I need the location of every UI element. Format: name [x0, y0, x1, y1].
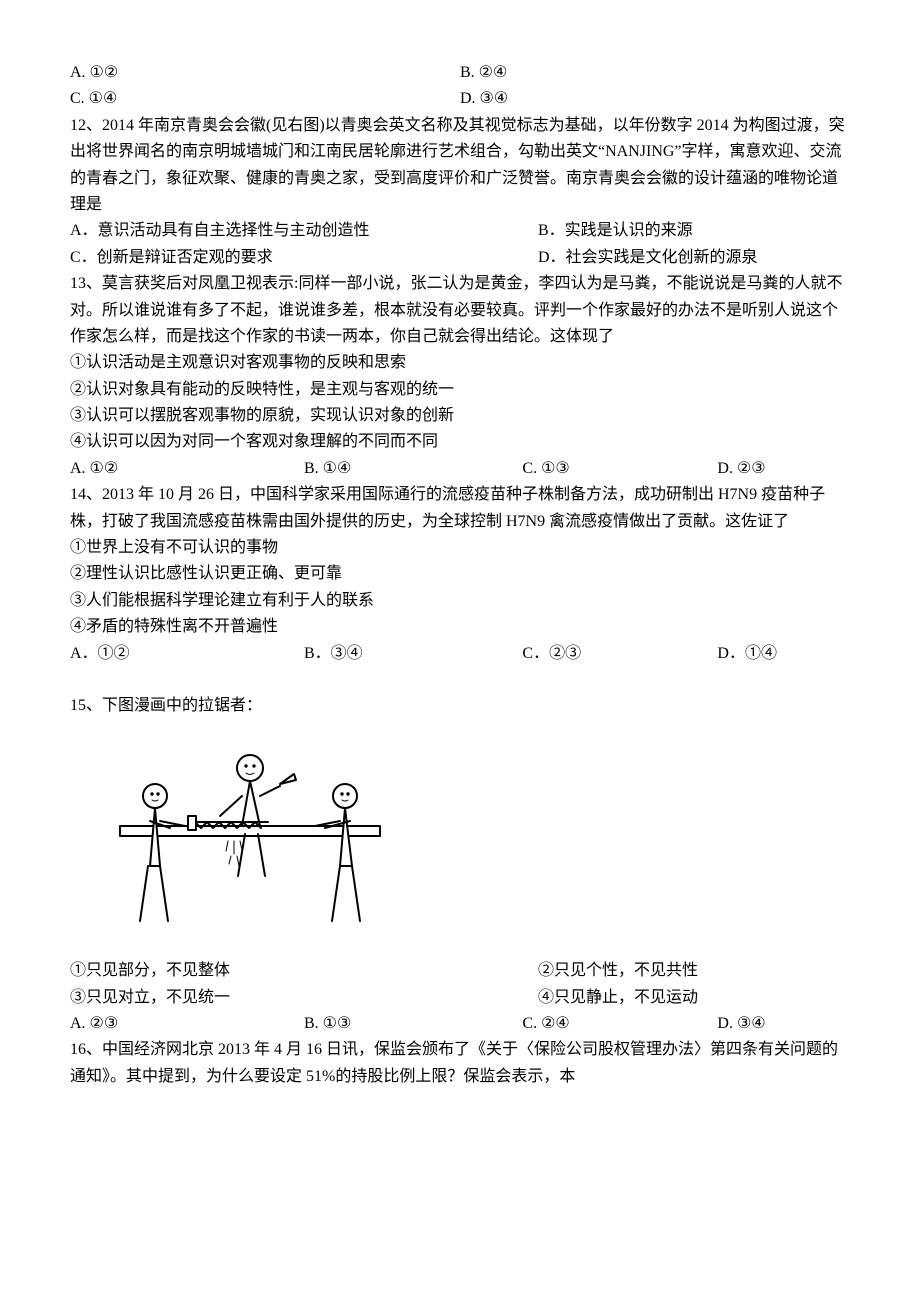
q11-options-row2: C. ①④ D. ③④: [70, 86, 850, 112]
q15-opt-b: B. ①③: [304, 1011, 522, 1037]
q15-s3: ③只见对立，不见统一: [70, 985, 538, 1011]
q15-opt-d: D. ③④: [717, 1011, 850, 1037]
q13-stem: 13、莫言获奖后对凤凰卫视表示:同样一部小说，张二认为是黄金，李四认为是马粪，不…: [70, 271, 850, 350]
q13-s1: ①认识活动是主观意识对客观事物的反映和思索: [70, 350, 850, 376]
q13-opt-d: D. ②③: [717, 456, 850, 482]
q12-stem: 12、2014 年南京青奥会会徽(见右图)以青奥会英文名称及其视觉标志为基础，以…: [70, 113, 850, 219]
q12-options-row2: C．创新是辩证否定观的要求 D．社会实践是文化创新的源泉: [70, 245, 850, 271]
saw-cartoon-icon: [100, 726, 400, 926]
q14-s3: ③人们能根据科学理论建立有利于人的联系: [70, 588, 850, 614]
q14-s2: ②理性认识比感性认识更正确、更可靠: [70, 561, 850, 587]
q14-s1: ①世界上没有不可认识的事物: [70, 535, 850, 561]
q14-opt-d: D．①④: [717, 641, 850, 667]
q14-opt-b: B．③④: [304, 641, 522, 667]
q12-options-row1: A．意识活动具有自主选择性与主动创造性 B．实践是认识的来源: [70, 218, 850, 244]
q13-s3: ③认识可以摆脱客观事物的原貌，实现认识对象的创新: [70, 403, 850, 429]
q14-stem: 14、2013 年 10 月 26 日，中国科学家采用国际通行的流感疫苗种子株制…: [70, 482, 850, 535]
q15-s4: ④只见静止，不见运动: [538, 985, 850, 1011]
q13-opt-a: A. ①②: [70, 456, 304, 482]
q14-options: A．①② B．③④ C．②③ D．①④: [70, 641, 850, 667]
q13-opt-c: C. ①③: [522, 456, 717, 482]
q12-opt-a: A．意识活动具有自主选择性与主动创造性: [70, 218, 538, 244]
q15-s1: ①只见部分，不见整体: [70, 958, 538, 984]
q12-opt-d: D．社会实践是文化创新的源泉: [538, 245, 850, 271]
q13-options: A. ①② B. ①④ C. ①③ D. ②③: [70, 456, 850, 482]
q15-s2: ②只见个性，不见共性: [538, 958, 850, 984]
q13-opt-b: B. ①④: [304, 456, 522, 482]
q12-opt-c: C．创新是辩证否定观的要求: [70, 245, 538, 271]
q15-opt-c: C. ②④: [522, 1011, 717, 1037]
q13-s2: ②认识对象具有能动的反映特性，是主观与客观的统一: [70, 377, 850, 403]
q11-opt-a: A. ①②: [70, 60, 460, 86]
q11-opt-d: D. ③④: [460, 86, 850, 112]
q16-stem: 16、中国经济网北京 2013 年 4 月 16 日讯，保监会颁布了《关于〈保险…: [70, 1037, 850, 1090]
q14-opt-a: A．①②: [70, 641, 304, 667]
q15-stem: 15、下图漫画中的拉锯者：: [70, 693, 850, 719]
q14-opt-c: C．②③: [522, 641, 717, 667]
q15-statements-row1: ①只见部分，不见整体 ②只见个性，不见共性: [70, 958, 850, 984]
q11-options: A. ①② B. ②④: [70, 60, 850, 86]
q12-opt-b: B．实践是认识的来源: [538, 218, 850, 244]
q13-s4: ④认识可以因为对同一个客观对象理解的不同而不同: [70, 429, 850, 455]
q15-statements-row2: ③只见对立，不见统一 ④只见静止，不见运动: [70, 985, 850, 1011]
q15-cartoon: [70, 726, 850, 926]
q15-options: A. ②③ B. ①③ C. ②④ D. ③④: [70, 1011, 850, 1037]
q11-opt-b: B. ②④: [460, 60, 850, 86]
q15-opt-a: A. ②③: [70, 1011, 304, 1037]
q14-s4: ④矛盾的特殊性离不开普遍性: [70, 614, 850, 640]
q11-opt-c: C. ①④: [70, 86, 460, 112]
